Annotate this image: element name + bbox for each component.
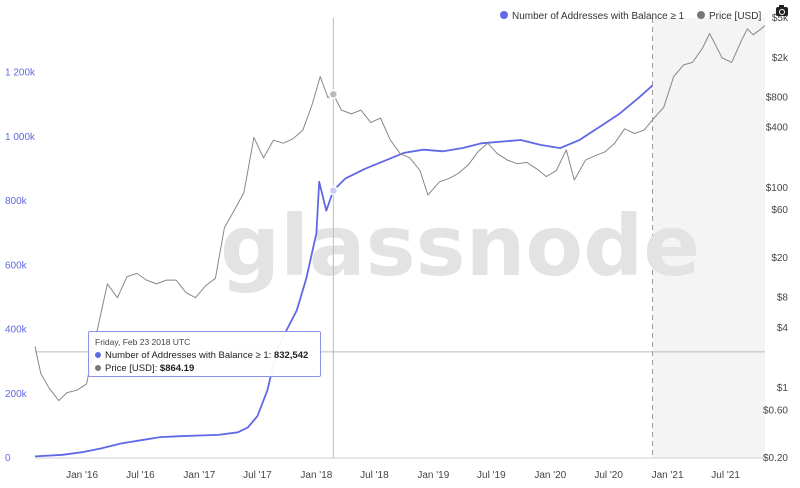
y-right-tick-label: $0.60 xyxy=(763,405,788,416)
tooltip-row-price: Price [USD]: $864.19 xyxy=(95,362,314,375)
x-tick-label: Jul '16 xyxy=(126,470,155,481)
y-right-tick-label: $800 xyxy=(766,93,789,104)
y-right-tick-label: $0.20 xyxy=(763,453,788,464)
x-tick-label: Jan '16 xyxy=(66,470,98,481)
series-line-price xyxy=(34,25,766,402)
x-tick-label: Jan '20 xyxy=(534,470,566,481)
y-axis-right-ticks: $0.20 $0.60 $1 $4 $8 $20 $60 $100 $400 $800 $2k $5k xyxy=(763,13,789,464)
y-left-tick-label: 200k xyxy=(5,389,28,400)
y-left-tick-label: 1 200k xyxy=(5,68,36,79)
camera-icon[interactable] xyxy=(776,5,788,16)
x-tick-label: Jul '21 xyxy=(711,470,740,481)
y-right-tick-label: $60 xyxy=(771,205,788,216)
x-tick-label: Jul '18 xyxy=(360,470,389,481)
y-left-tick-label: 800k xyxy=(5,196,28,207)
tooltip-row-addresses: Number of Addresses with Balance ≥ 1: 83… xyxy=(95,349,314,362)
y-right-tick-label: $4 xyxy=(777,323,789,334)
legend-marker-addresses xyxy=(500,11,508,19)
y-left-tick-label: 1 000k xyxy=(5,132,36,143)
legend-item-price[interactable]: Price [USD] xyxy=(697,11,761,22)
legend-marker-price xyxy=(697,11,705,19)
x-tick-label: Jul '20 xyxy=(594,470,623,481)
x-tick-label: Jan '21 xyxy=(652,470,684,481)
tooltip-label-price: Price [USD]: xyxy=(105,363,158,374)
tooltip-dot-price xyxy=(95,365,101,372)
tooltip-dot-addresses xyxy=(95,352,101,359)
tooltip-date: Friday, Feb 23 2018 UTC xyxy=(95,337,191,347)
crosshair-marker-addresses xyxy=(328,185,339,196)
y-right-tick-label: $5k xyxy=(772,13,789,24)
series-line-addresses xyxy=(34,84,654,458)
y-right-tick-label: $20 xyxy=(771,253,788,264)
x-tick-label: Jul '17 xyxy=(243,470,272,481)
y-right-tick-label: $8 xyxy=(777,293,789,304)
series-group xyxy=(34,25,766,458)
y-axis-left-ticks: 0 200k 400k 600k 800k 1 000k 1 200k xyxy=(5,68,36,464)
tooltip-value-addresses: 832,542 xyxy=(273,350,309,361)
y-left-tick-label: 600k xyxy=(5,260,28,271)
watermark: glassnode xyxy=(220,197,700,295)
y-right-tick-label: $400 xyxy=(766,123,789,134)
x-tick-label: Jul '19 xyxy=(477,470,506,481)
tooltip-label-addresses: Number of Addresses with Balance ≥ 1: xyxy=(105,350,272,361)
y-left-tick-label: 400k xyxy=(5,325,28,336)
y-right-tick-label: $2k xyxy=(772,53,789,64)
legend-item-addresses[interactable]: Number of Addresses with Balance ≥ 1 xyxy=(500,11,685,22)
x-tick-label: Jan '18 xyxy=(300,470,332,481)
x-tick-label: Jan '19 xyxy=(417,470,449,481)
y-right-tick-label: $1 xyxy=(777,383,789,394)
forecast-shaded-region xyxy=(652,18,765,458)
tooltip: Friday, Feb 23 2018 UTC Number of Addres… xyxy=(88,331,321,377)
crosshair-marker-price xyxy=(328,89,339,100)
legend: Number of Addresses with Balance ≥ 1 Pri… xyxy=(500,11,761,22)
y-right-tick-label: $100 xyxy=(766,183,789,194)
tooltip-value-price: $864.19 xyxy=(159,363,195,374)
legend-label-addresses: Number of Addresses with Balance ≥ 1 xyxy=(512,11,685,22)
x-axis-ticks: Jan '16 Jul '16 Jan '17 Jul '17 Jan '18 Jul '… xyxy=(66,470,740,481)
x-tick-label: Jan '17 xyxy=(183,470,215,481)
y-left-tick-label: 0 xyxy=(5,453,11,464)
legend-label-price: Price [USD] xyxy=(709,11,761,22)
